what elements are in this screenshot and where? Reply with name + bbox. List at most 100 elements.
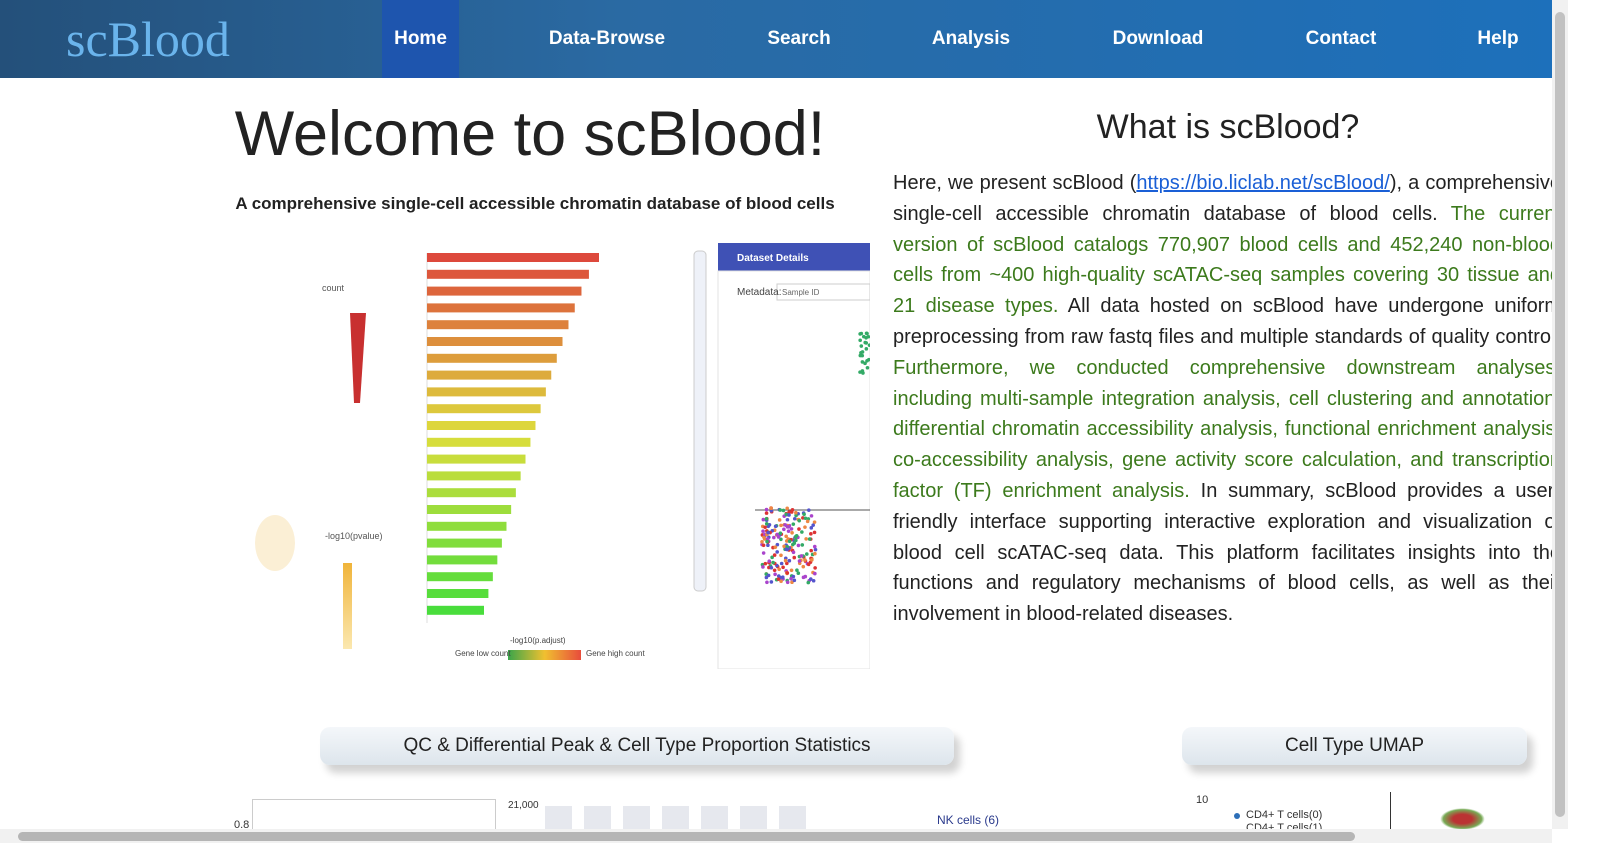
point [769, 565, 774, 570]
point [760, 539, 764, 544]
bar [427, 521, 507, 531]
point [797, 559, 802, 563]
welcome-title: Welcome to scBlood! [234, 99, 826, 169]
bar [427, 488, 516, 498]
point [813, 547, 818, 552]
point [789, 510, 794, 514]
point [766, 573, 771, 578]
bar-group [427, 253, 599, 615]
point [777, 518, 782, 522]
point [764, 507, 769, 512]
point [789, 576, 793, 581]
scroll-thumb[interactable] [1555, 12, 1565, 817]
panel [717, 270, 870, 669]
umap-preview [1440, 808, 1485, 830]
point [800, 543, 805, 547]
text: In summary, scBlood provides a user-frie… [893, 479, 1552, 626]
panel-header [718, 243, 870, 271]
point [787, 539, 792, 544]
point [802, 512, 806, 517]
point [764, 511, 769, 515]
nav-item[interactable]: Help [1477, 28, 1519, 49]
point [799, 554, 804, 558]
point [761, 543, 766, 548]
point [867, 343, 870, 347]
point [779, 537, 783, 542]
highlight: Furthermore, we conducted comprehensive … [893, 356, 1552, 502]
point [781, 508, 786, 513]
point [796, 571, 801, 576]
point [863, 361, 867, 366]
point [809, 514, 814, 518]
point [767, 522, 772, 527]
logo[interactable]: scBlood [66, 11, 230, 67]
axis-label: -log10(p.adjust) [510, 636, 566, 645]
point [797, 518, 802, 523]
bar [427, 555, 498, 565]
point [792, 541, 797, 545]
point [792, 578, 797, 583]
point [784, 512, 789, 517]
point [865, 331, 869, 336]
legend-label: count [322, 283, 345, 293]
point [809, 526, 814, 530]
link[interactable]: https://bio.liclab.net/scBlood/ [1136, 172, 1390, 194]
point [867, 357, 870, 362]
nav-item[interactable]: Data-Browse [548, 28, 666, 49]
bars-preview [545, 806, 810, 830]
point [776, 577, 781, 581]
nav-item[interactable]: Search [767, 28, 831, 49]
bar [427, 421, 536, 430]
point [783, 558, 788, 563]
bar [427, 387, 546, 397]
legend-shape [350, 313, 366, 403]
point [803, 525, 807, 529]
point [764, 521, 769, 526]
point [791, 522, 796, 526]
point [775, 542, 780, 547]
point [801, 575, 806, 580]
point [761, 551, 766, 555]
point [782, 527, 786, 532]
preview-image: Dataset Details Metadata: Sample ID coun… [200, 243, 870, 669]
point [787, 513, 791, 517]
legend-label: -log10(pvalue) [325, 531, 383, 541]
bar [427, 404, 541, 414]
point [812, 544, 817, 549]
point [865, 365, 870, 370]
point [864, 335, 868, 340]
point [770, 555, 774, 560]
point [771, 560, 775, 565]
point [761, 529, 765, 534]
point [864, 347, 869, 351]
about-text: Here, we present scBlood (https://bio.li… [893, 168, 1552, 630]
about-title: What is scBlood? [1096, 108, 1360, 146]
point [803, 558, 807, 562]
nav-item[interactable]: Analysis [931, 28, 1011, 49]
point [797, 527, 801, 531]
point [811, 578, 816, 583]
bar [427, 471, 521, 481]
point [864, 341, 869, 345]
point [800, 530, 804, 534]
nav-item[interactable]: Contact [1305, 28, 1377, 49]
point [769, 580, 774, 584]
nav-item[interactable]: Home [382, 0, 459, 78]
highlight: The current version of scBlood catalogs … [893, 202, 1552, 318]
point [782, 544, 786, 549]
point [785, 580, 790, 585]
point [789, 568, 794, 573]
label: NK cells (6) [937, 813, 1000, 827]
bar [427, 320, 569, 330]
point [767, 559, 772, 563]
point [778, 508, 782, 512]
bar [427, 337, 563, 346]
point [763, 525, 767, 530]
bar [427, 505, 512, 514]
nav-item[interactable]: Download [1112, 28, 1204, 49]
legend-dot [1234, 813, 1240, 819]
bar [427, 303, 575, 313]
legend-bar [343, 563, 352, 649]
scroll-thumb[interactable] [18, 832, 1355, 841]
